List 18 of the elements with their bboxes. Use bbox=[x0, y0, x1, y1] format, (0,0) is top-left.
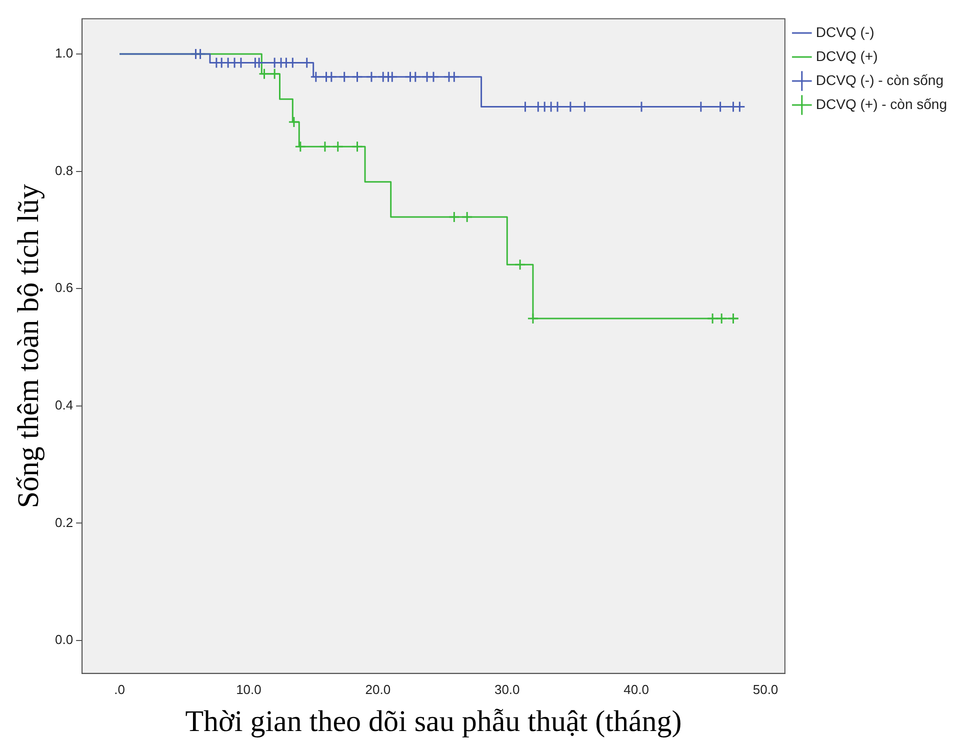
y-tick-label: 0.0 bbox=[54, 632, 74, 648]
y-tick-label: 0.4 bbox=[54, 398, 74, 413]
y-tick-label: 1.0 bbox=[54, 46, 74, 61]
y-tick-label: 0.6 bbox=[54, 280, 74, 296]
legend-label: DCVQ (-) - còn sống bbox=[816, 72, 944, 88]
x-tick-label: 10.0 bbox=[236, 682, 262, 697]
x-axis-title: Thời gian theo dõi sau phẫu thuật (tháng) bbox=[185, 704, 682, 738]
x-tick-label: 40.0 bbox=[624, 682, 649, 697]
y-axis-title: Sống thêm toàn bộ tích lũy bbox=[12, 184, 45, 508]
x-tick-label: 50.0 bbox=[752, 682, 778, 697]
legend-label: DCVQ (+) - còn sống bbox=[816, 96, 948, 112]
legend-label: DCVQ (-) bbox=[816, 24, 874, 40]
x-tick-label: 30.0 bbox=[494, 682, 520, 697]
y-tick-label: 0.8 bbox=[54, 162, 74, 178]
x-tick-label: .0 bbox=[114, 682, 125, 697]
legend-label: DCVQ (+) bbox=[816, 48, 878, 64]
y-tick-label: 0.2 bbox=[54, 514, 74, 530]
x-tick-label: 20.0 bbox=[365, 682, 391, 697]
